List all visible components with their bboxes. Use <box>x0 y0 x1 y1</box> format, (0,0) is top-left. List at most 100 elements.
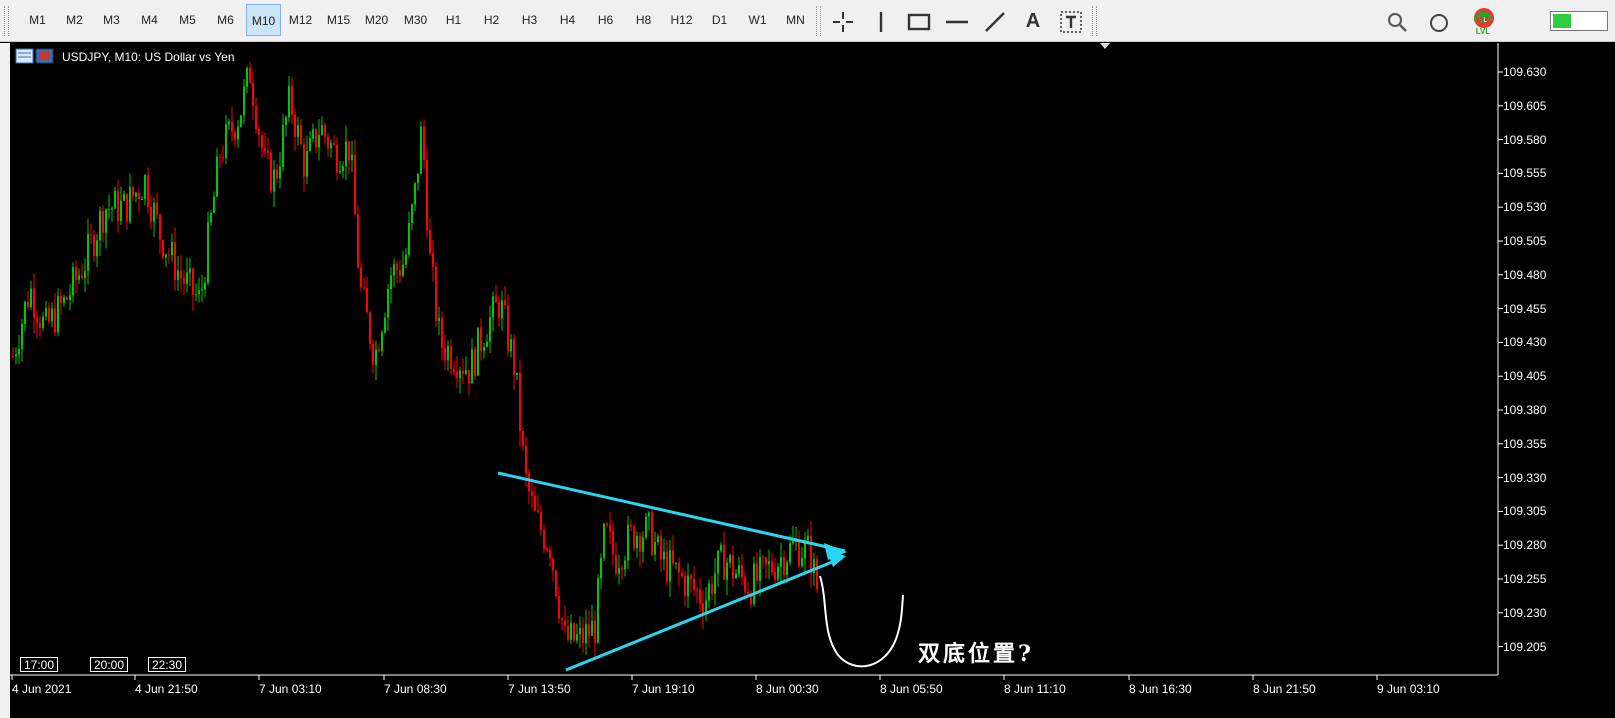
candle-body <box>768 561 770 565</box>
candle-body <box>237 126 239 140</box>
candle-body <box>174 242 176 281</box>
candle-body <box>717 550 719 574</box>
candle-body <box>204 282 206 290</box>
candle-body <box>438 317 440 321</box>
candle-body <box>165 254 167 258</box>
timeframe-m3[interactable]: M3 <box>103 13 120 27</box>
candle-body <box>303 144 305 177</box>
text-label-icon[interactable] <box>1056 6 1086 36</box>
candle-body <box>75 267 77 280</box>
candle-body <box>42 316 44 328</box>
candle-body <box>12 355 14 357</box>
candle-body <box>588 624 590 636</box>
toolbar-grip[interactable] <box>816 6 821 36</box>
timeframe-m30[interactable]: M30 <box>403 13 428 27</box>
price-tick-label: 109.205 <box>1503 639 1547 654</box>
price-tick-label: 109.280 <box>1503 538 1547 553</box>
horizontal-line-icon[interactable] <box>942 6 972 36</box>
timeframe-m6[interactable]: M6 <box>217 13 234 27</box>
candle-body <box>393 264 395 276</box>
timeframe-m1[interactable]: M1 <box>29 13 46 27</box>
candle-body <box>753 563 755 605</box>
candle-body <box>504 300 506 306</box>
candle-body <box>630 524 632 527</box>
timeframe-m10[interactable]: M10 <box>246 4 281 36</box>
candle-body <box>597 578 599 643</box>
candle-body <box>783 557 785 576</box>
candle-body <box>771 561 773 573</box>
timeframe-m20[interactable]: M20 <box>364 13 389 27</box>
candle-body <box>102 211 104 233</box>
candle-body <box>477 327 479 376</box>
candle-body <box>120 200 122 222</box>
timeframe-h1[interactable]: H1 <box>445 13 462 27</box>
candle-body <box>222 157 224 159</box>
candle-body <box>498 302 500 319</box>
candle-body <box>78 275 80 280</box>
toolbar-grip[interactable] <box>1092 6 1097 36</box>
candle-body <box>63 296 65 304</box>
text-icon[interactable]: A <box>1025 10 1041 32</box>
timeframe-d1[interactable]: D1 <box>711 13 728 27</box>
candle-body <box>723 544 725 580</box>
timeframe-h12[interactable]: H12 <box>670 13 693 27</box>
timeframe-m4[interactable]: M4 <box>141 13 158 27</box>
candle-body <box>18 349 20 355</box>
time-tick-label: 8 Jun 05:50 <box>880 682 943 696</box>
price-tick-label: 109.405 <box>1503 369 1547 384</box>
candle-body <box>342 166 344 171</box>
candle-body <box>231 121 233 133</box>
annotation-double-bottom[interactable]: 双底位置? <box>918 641 1034 667</box>
toolbar-grip[interactable] <box>4 6 9 36</box>
time-tick-label: 7 Jun 13:50 <box>508 682 571 696</box>
timeframe-mn[interactable]: MN <box>786 13 805 27</box>
timeframe-h6[interactable]: H6 <box>597 13 614 27</box>
chat-icon[interactable] <box>1424 6 1454 36</box>
timeframe-m5[interactable]: M5 <box>179 13 196 27</box>
timeframe-m15[interactable]: M15 <box>326 13 351 27</box>
trendline-icon[interactable] <box>980 6 1010 36</box>
toolbar: M1 M2 M3 M4 M5 M6 M10 M12 M15 M20 M30 H1 H2 H3 H4 H6 H8 H… <box>0 0 1615 42</box>
candle-body <box>105 209 107 233</box>
candle-body <box>66 296 68 300</box>
timeframe-m12[interactable]: M12 <box>288 13 313 27</box>
time-tick-label: 9 Jun 03:10 <box>1377 682 1440 696</box>
candle-body <box>639 535 641 552</box>
timeframe-h4[interactable]: H4 <box>559 13 576 27</box>
lvl-icon[interactable]: LVL <box>1466 6 1500 36</box>
candle-body <box>627 524 629 561</box>
candle-body <box>447 345 449 361</box>
period-separator-label: 22:30 <box>148 657 187 672</box>
candle-body <box>552 558 554 571</box>
candle-body <box>267 150 269 153</box>
timeframe-w1[interactable]: W1 <box>748 13 767 27</box>
triangle-upper-trendline <box>497 471 846 553</box>
time-tick-label: 7 Jun 08:30 <box>384 682 447 696</box>
candle-body <box>192 268 194 295</box>
price-tick-label: 109.530 <box>1503 200 1547 215</box>
candle-body <box>570 623 572 640</box>
candle-body <box>417 173 419 184</box>
timeframe-h2[interactable]: H2 <box>483 13 500 27</box>
candle-body <box>501 300 503 319</box>
price-chart[interactable] <box>10 43 1615 718</box>
vertical-line-icon[interactable] <box>866 6 896 36</box>
timeframe-m2[interactable]: M2 <box>66 13 83 27</box>
candle-body <box>609 524 611 532</box>
candle-body <box>651 512 653 555</box>
rectangle-icon[interactable] <box>904 6 934 36</box>
candle-body <box>30 288 32 308</box>
timeframe-h8[interactable]: H8 <box>635 13 652 27</box>
candle-body <box>153 202 155 222</box>
candle-body <box>108 208 110 210</box>
crosshair-icon[interactable] <box>828 6 858 36</box>
candle-body <box>309 138 311 151</box>
search-icon[interactable] <box>1382 6 1412 36</box>
candle-body <box>282 125 284 167</box>
candle-body <box>594 620 596 643</box>
timeframe-h3[interactable]: H3 <box>521 13 538 27</box>
candle-body <box>459 370 461 378</box>
candle-body <box>699 589 701 604</box>
candle-body <box>201 289 203 291</box>
candle-body <box>807 535 809 541</box>
